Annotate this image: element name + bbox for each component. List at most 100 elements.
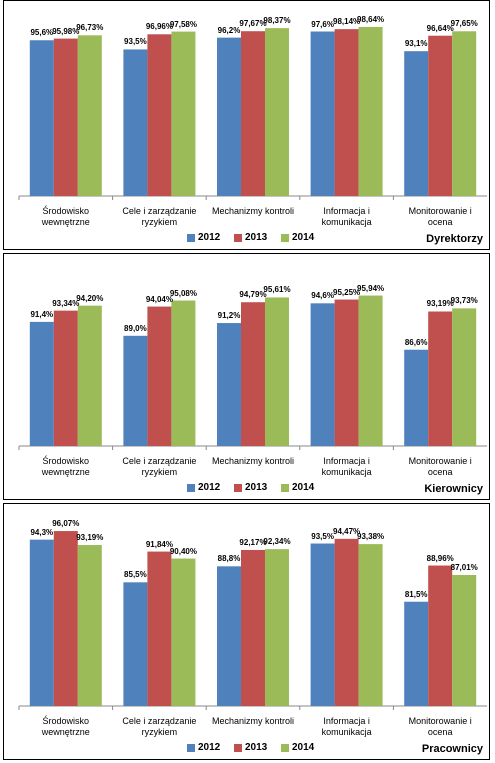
- value-label: 91,4%: [30, 309, 54, 319]
- value-label: 92,34%: [263, 537, 291, 547]
- bar: [265, 549, 289, 706]
- x-tick-label: Informacja i komunikacja: [321, 206, 372, 227]
- chart-panel: Środowisko wewnętrzne 95,6% 95,98% 96,73% Ce…: [3, 0, 490, 250]
- bar: [428, 35, 453, 197]
- legend-swatch: [234, 484, 242, 492]
- plot: [18, 295, 487, 492]
- value-label: 91,2%: [217, 311, 241, 321]
- x-tick-label: Informacja i komunikacja: [321, 456, 372, 477]
- bar: [53, 531, 78, 706]
- value-label: 95,25%: [333, 287, 361, 297]
- value-label: 92,17%: [239, 537, 267, 547]
- bar: [452, 308, 477, 446]
- value-label: 95,94%: [357, 283, 385, 293]
- x-tick-label: Mechanizmy kontroli: [211, 716, 295, 726]
- value-label: 81,5%: [404, 589, 428, 599]
- legend-label: 2014: [292, 482, 315, 493]
- bar: [123, 49, 148, 196]
- value-label: 94,04%: [145, 294, 173, 304]
- value-label: 98,37%: [263, 16, 291, 26]
- bar: [265, 28, 289, 196]
- legend-label: 2013: [245, 742, 268, 753]
- value-label: 93,73%: [450, 296, 478, 306]
- value-label: 89,0%: [124, 323, 147, 333]
- bar: [217, 566, 241, 706]
- value-label: 96,64%: [426, 23, 454, 33]
- legend-swatch: [187, 744, 195, 752]
- bar: [241, 302, 265, 446]
- legend-swatch: [187, 484, 195, 492]
- legend-label: 2013: [245, 232, 268, 243]
- bar: [29, 539, 54, 706]
- bar: [310, 31, 335, 196]
- value-label: 95,08%: [169, 288, 197, 298]
- legend-swatch: [234, 744, 242, 752]
- legend-swatch: [187, 234, 195, 242]
- value-label: 94,20%: [76, 293, 104, 303]
- value-label: 93,19%: [426, 299, 454, 309]
- bar: [241, 549, 265, 706]
- value-label: 96,2%: [217, 25, 241, 35]
- x-tick-label: Środowisko wewnętrzne: [41, 716, 90, 737]
- legend-swatch: [234, 234, 242, 242]
- bar: [404, 601, 429, 706]
- plot: [18, 26, 487, 242]
- value-label: 97,6%: [311, 19, 334, 29]
- bar: [147, 34, 172, 196]
- bar: [171, 31, 196, 197]
- bar: [171, 300, 196, 446]
- bar: [358, 295, 383, 446]
- value-label: 97,58%: [169, 19, 197, 29]
- bar: [310, 303, 335, 446]
- bar: [217, 37, 241, 196]
- value-label: 93,19%: [76, 533, 104, 543]
- bar: [241, 31, 265, 196]
- legend-swatch: [281, 744, 289, 752]
- value-label: 94,6%: [311, 291, 334, 301]
- chart-title: Kierownicy: [424, 483, 483, 495]
- bar: [358, 544, 383, 706]
- bar: [77, 305, 102, 446]
- x-tick-label: Środowisko wewnętrzne: [41, 206, 90, 227]
- bar: [428, 311, 453, 446]
- plot: [18, 531, 487, 752]
- value-label: 98,14%: [333, 17, 361, 27]
- bar: [147, 306, 172, 446]
- bar: [358, 26, 383, 197]
- bar: [334, 29, 359, 197]
- x-tick-label: Monitorowanie i ocena: [408, 456, 472, 477]
- bar: [77, 545, 102, 706]
- legend-label: 2014: [292, 742, 315, 753]
- bar: [53, 38, 78, 197]
- bar: [452, 575, 477, 706]
- chart-panel: Środowisko wewnętrzne 91,4% 93,34% 94,20% Ce…: [3, 253, 490, 500]
- x-tick-label: Cele i zarządzanie ryzykiem: [122, 206, 197, 227]
- value-label: 93,34%: [52, 298, 80, 308]
- chart-title: Pracownicy: [421, 743, 483, 755]
- bar: [334, 299, 359, 446]
- value-label: 95,6%: [30, 28, 54, 38]
- bar: [29, 321, 54, 446]
- legend-swatch: [281, 484, 289, 492]
- bar: [29, 40, 54, 196]
- x-tick-label: Monitorowanie i ocena: [408, 716, 472, 737]
- value-label: 95,61%: [263, 285, 291, 295]
- legend-label: 2014: [292, 232, 315, 243]
- bar: [53, 310, 78, 446]
- value-label: 94,47%: [333, 526, 361, 536]
- legend-label: 2013: [245, 482, 268, 493]
- value-label: 94,79%: [239, 290, 267, 300]
- legend-label: 2012: [198, 482, 221, 493]
- value-label: 85,5%: [124, 570, 147, 580]
- value-label: 96,07%: [52, 519, 80, 529]
- value-label: 97,65%: [450, 19, 478, 29]
- x-tick-label: Monitorowanie i ocena: [408, 206, 472, 227]
- value-label: 98,64%: [357, 14, 385, 24]
- x-tick-label: Cele i zarządzanie ryzykiem: [122, 456, 197, 477]
- value-label: 93,5%: [311, 531, 334, 541]
- value-label: 91,84%: [145, 539, 173, 549]
- value-label: 93,38%: [357, 532, 385, 542]
- value-label: 93,1%: [404, 39, 428, 49]
- legend-swatch: [281, 234, 289, 242]
